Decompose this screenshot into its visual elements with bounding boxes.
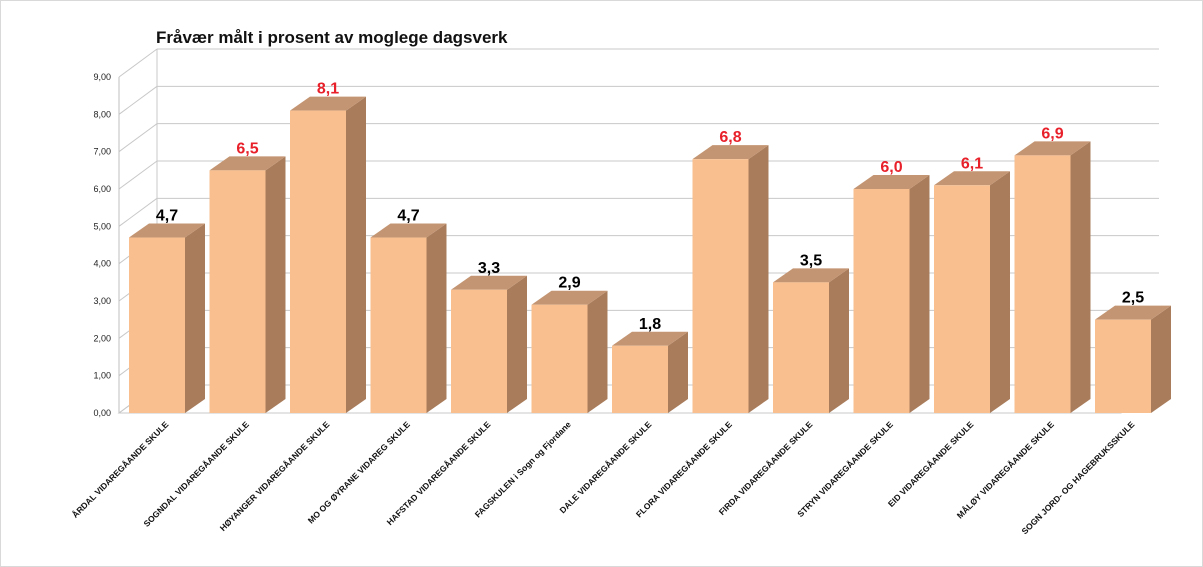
- gridline-slant: [118, 160, 158, 190]
- data-label: 2,5: [1122, 290, 1144, 307]
- bar-top: [209, 156, 286, 171]
- x-tick-label: ÅRDAL VIDAREGÅANDE SKULE: [70, 419, 171, 520]
- bar-top: [692, 145, 769, 160]
- data-label: 6,9: [1041, 125, 1063, 142]
- bar: [451, 289, 507, 413]
- bar-side: [185, 223, 205, 413]
- data-label: 6,5: [236, 140, 258, 157]
- x-tick-label: STRYN VIDAREGÅANDE SKULE: [795, 419, 895, 519]
- bar-side: [426, 223, 447, 413]
- bar-side: [668, 331, 688, 413]
- data-label: 8,1: [317, 81, 339, 98]
- chart-title: Fråvær målt i prosent av moglege dagsver…: [156, 28, 508, 47]
- y-tick-label: 0,00: [93, 408, 111, 418]
- bar: [692, 159, 749, 413]
- x-tick-label: DALE VIDAREGÅANDE SKULE: [558, 419, 654, 515]
- bar-top: [129, 223, 205, 238]
- gridline-slant: [118, 197, 158, 227]
- data-label: 2,9: [558, 275, 580, 292]
- bar: [853, 189, 910, 413]
- data-labels: 4,7 6,5 8,1 4,7 3,3 2,9 1,8 6,8 3,5 6,0 6,1 6,9 2,5: [156, 81, 1144, 333]
- bar: [370, 237, 427, 413]
- bar-side: [748, 145, 769, 413]
- gridline-slant: [118, 123, 158, 153]
- data-label: 4,7: [397, 208, 419, 225]
- bar: [1014, 155, 1071, 413]
- x-tick-label: FIRDA VIDAREGÅANDE SKULE: [717, 419, 815, 517]
- bar-top: [612, 331, 688, 346]
- bar-top: [934, 171, 1010, 186]
- bar-side: [990, 171, 1010, 413]
- bar-top: [451, 275, 527, 290]
- data-label: 6,8: [719, 129, 741, 146]
- bar-side: [507, 275, 527, 413]
- gridline-slant: [118, 48, 158, 78]
- gridline-slant: [118, 85, 158, 115]
- bar-top: [1014, 141, 1091, 156]
- bars: [129, 96, 1171, 414]
- y-tick-label: 4,00: [93, 259, 111, 269]
- bar-top: [1095, 305, 1171, 320]
- bar: [1095, 319, 1151, 413]
- y-tick-label: 7,00: [93, 147, 111, 157]
- bar-side: [1151, 305, 1171, 413]
- y-tick-label: 6,00: [93, 184, 111, 194]
- bar: [209, 170, 266, 413]
- data-label: 3,5: [800, 252, 822, 269]
- bar: [129, 237, 185, 413]
- bar-top: [290, 96, 366, 111]
- data-label: 6,1: [961, 155, 983, 172]
- y-tick-label: 5,00: [93, 221, 111, 231]
- y-tick-label: 3,00: [93, 296, 111, 306]
- y-tick-label: 1,00: [93, 371, 111, 381]
- bar-side: [829, 268, 849, 413]
- y-axis: 0,00 1,00 2,00 3,00 4,00 5,00 6,00 7,00 8,00 9,00: [93, 72, 111, 418]
- bar-top: [370, 223, 447, 238]
- data-label: 1,8: [639, 316, 661, 333]
- bar-side: [265, 156, 286, 414]
- x-tick-label: FAGSKULEN i Sogn og Fjordane: [473, 419, 573, 519]
- bar: [531, 304, 588, 413]
- y-tick-label: 8,00: [93, 109, 111, 119]
- bar: [934, 185, 990, 413]
- data-label: 4,7: [156, 208, 178, 225]
- x-tick-label: FLORA VIDAREGÅANDE SKULE: [634, 419, 734, 519]
- bar-top: [773, 268, 849, 283]
- bar-side: [1070, 141, 1091, 413]
- data-label: 3,3: [478, 260, 500, 277]
- bar: [612, 345, 668, 413]
- y-tick-label: 2,00: [93, 333, 111, 343]
- data-label: 6,0: [880, 159, 902, 176]
- bar: [773, 282, 829, 413]
- bar-top: [853, 175, 930, 189]
- bar-side: [587, 290, 608, 413]
- x-tick-label: MÅLØY VIDAREGÅANDE SKULE: [955, 419, 1056, 520]
- bar-side: [346, 96, 366, 413]
- y-tick-label: 9,00: [93, 72, 111, 82]
- bar: [290, 110, 346, 413]
- bar-side: [909, 175, 930, 413]
- bar-top: [531, 290, 608, 305]
- x-tick-label: EID VIDAREGÅANDE SKULE: [886, 419, 976, 509]
